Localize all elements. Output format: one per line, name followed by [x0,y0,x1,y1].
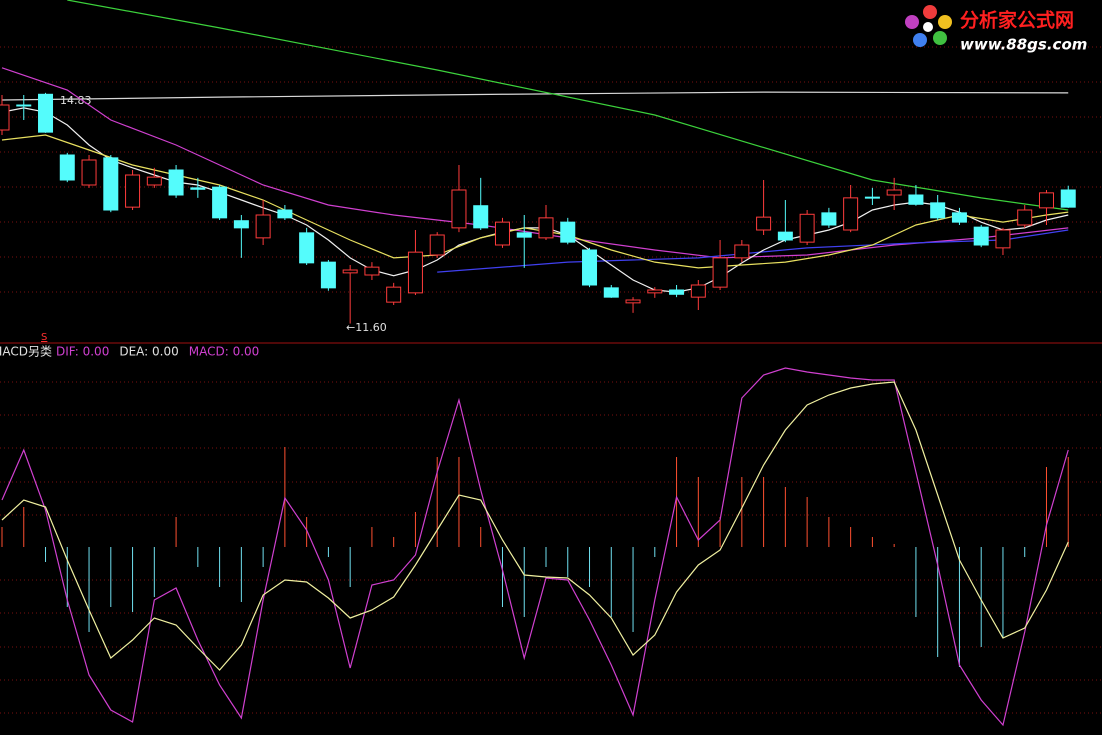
candle-body [669,289,685,295]
indicator-title: MACD另类 [0,345,52,359]
candle-body [538,217,554,239]
candle-body [886,189,902,196]
candle-body [690,284,706,298]
candle-body [647,289,663,294]
candle-body [342,269,358,274]
candle-body [364,266,380,276]
candle-body [429,234,445,256]
candle-body [1017,209,1033,226]
signal-marker: S [41,332,47,343]
line [1,91,1069,101]
line [67,0,1069,211]
candle-body [190,187,206,190]
candle-body [320,261,336,289]
candle-body [494,221,510,246]
candle-body [59,154,75,181]
candle-body [125,174,141,208]
logo [905,5,952,47]
candle-body [777,231,793,241]
candle-body [168,169,184,196]
candle-body [38,93,54,133]
candle-body [712,257,728,288]
candle-body [1038,192,1054,209]
candle-body [146,176,162,186]
candle-body [756,216,772,231]
candle-body [0,104,10,131]
candle-body [16,104,32,107]
candle-body [386,286,402,303]
candle-body [516,232,532,238]
low-label: ←11.60 [346,321,387,334]
candle-body [560,221,576,243]
candle-body [951,212,967,223]
candle-body [277,209,293,219]
candle-body [908,194,924,205]
candle-body [734,244,750,259]
high-label: 14.83 [60,94,92,107]
candle-body [930,202,946,219]
candle-body [407,251,423,294]
legend-entry: MACD: 0.00 [189,345,260,359]
candle-body [864,196,880,199]
candle-body [233,220,249,229]
candle-body [473,205,489,229]
watermark-title: 分析家公式网 [960,9,1074,32]
candle-body [625,299,641,304]
line [1,381,1069,671]
candle-body [582,249,598,286]
candle-body [255,214,271,239]
candle-body [799,213,815,243]
candle-body [212,186,228,219]
candle-body [821,212,837,226]
candle-body [995,229,1011,249]
candle-body [451,189,467,229]
candle-body [299,232,315,264]
candle-body [603,287,619,298]
candle-body [973,226,989,246]
legend-entry: DEA: 0.00 [119,345,178,359]
line [1,367,1069,727]
candle-body [81,159,97,186]
candle-body [843,197,859,231]
legend-entry: DIF: 0.00 [56,345,109,359]
watermark-url: www.88gs.com [960,36,1087,54]
candle-body [1060,189,1076,208]
candle-body [103,157,119,211]
